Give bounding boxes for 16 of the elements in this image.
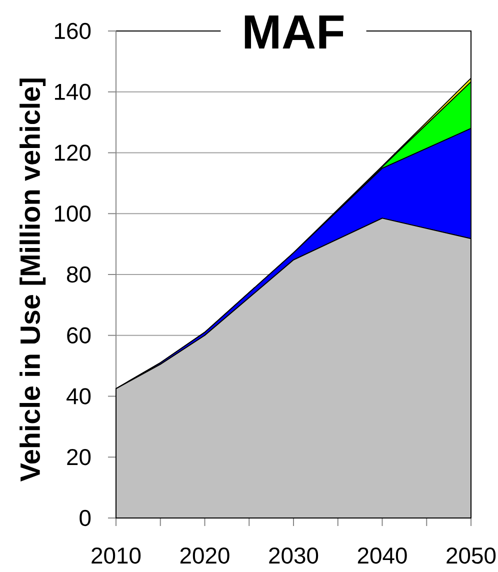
chart-title: MAF bbox=[244, 16, 344, 48]
x-tick-label: 2020 bbox=[180, 548, 230, 564]
y-tick-label: 20 bbox=[67, 449, 91, 466]
y-tick-label: 60 bbox=[67, 327, 91, 344]
y-tick-label: 40 bbox=[66, 388, 91, 404]
x-tick-label: 2050 bbox=[446, 548, 496, 564]
x-tick-label: 2030 bbox=[269, 548, 318, 564]
x-tick-label: 2010 bbox=[92, 548, 141, 564]
y-tick-label: 160 bbox=[55, 22, 91, 40]
y-tick-label: 100 bbox=[55, 206, 91, 222]
x-tick-label: 2040 bbox=[358, 548, 407, 564]
y-tick-label: 140 bbox=[55, 84, 91, 100]
y-axis-title: Vehicle in Use [Million vehicle] bbox=[20, 78, 46, 482]
y-tick-label: 80 bbox=[66, 266, 91, 283]
y-tick-label: 0 bbox=[80, 510, 91, 526]
y-tick-label: 120 bbox=[55, 144, 91, 161]
